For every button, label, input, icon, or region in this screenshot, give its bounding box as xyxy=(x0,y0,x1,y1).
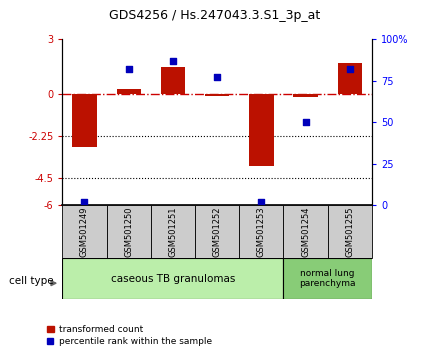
Point xyxy=(125,66,132,72)
Point xyxy=(347,66,353,72)
Text: GSM501249: GSM501249 xyxy=(80,207,89,257)
Point xyxy=(214,74,221,80)
Bar xyxy=(62,258,283,299)
Point xyxy=(258,199,265,205)
Bar xyxy=(283,258,372,299)
Text: GSM501251: GSM501251 xyxy=(169,207,178,257)
Bar xyxy=(293,95,318,97)
Bar xyxy=(338,63,362,95)
Point xyxy=(81,199,88,205)
Bar xyxy=(205,95,229,96)
Text: GSM501255: GSM501255 xyxy=(345,207,354,257)
Bar xyxy=(151,205,195,258)
Text: normal lung
parenchyma: normal lung parenchyma xyxy=(299,269,356,289)
Bar xyxy=(283,205,328,258)
Text: cell type: cell type xyxy=(9,276,53,286)
Bar xyxy=(107,205,151,258)
Bar xyxy=(328,205,372,258)
Text: GSM501252: GSM501252 xyxy=(213,207,221,257)
Legend: transformed count, percentile rank within the sample: transformed count, percentile rank withi… xyxy=(43,321,215,349)
Point xyxy=(169,58,176,63)
Bar xyxy=(62,205,107,258)
Bar xyxy=(117,89,141,95)
Bar xyxy=(195,205,239,258)
Text: GSM501253: GSM501253 xyxy=(257,206,266,257)
Text: GSM501250: GSM501250 xyxy=(124,207,133,257)
Bar xyxy=(72,95,97,147)
Bar xyxy=(249,95,273,166)
Text: GDS4256 / Hs.247043.3.S1_3p_at: GDS4256 / Hs.247043.3.S1_3p_at xyxy=(109,9,321,22)
Text: caseous TB granulomas: caseous TB granulomas xyxy=(111,274,235,284)
Bar xyxy=(239,205,283,258)
Point xyxy=(302,119,309,125)
Bar xyxy=(161,67,185,95)
Text: GSM501254: GSM501254 xyxy=(301,207,310,257)
